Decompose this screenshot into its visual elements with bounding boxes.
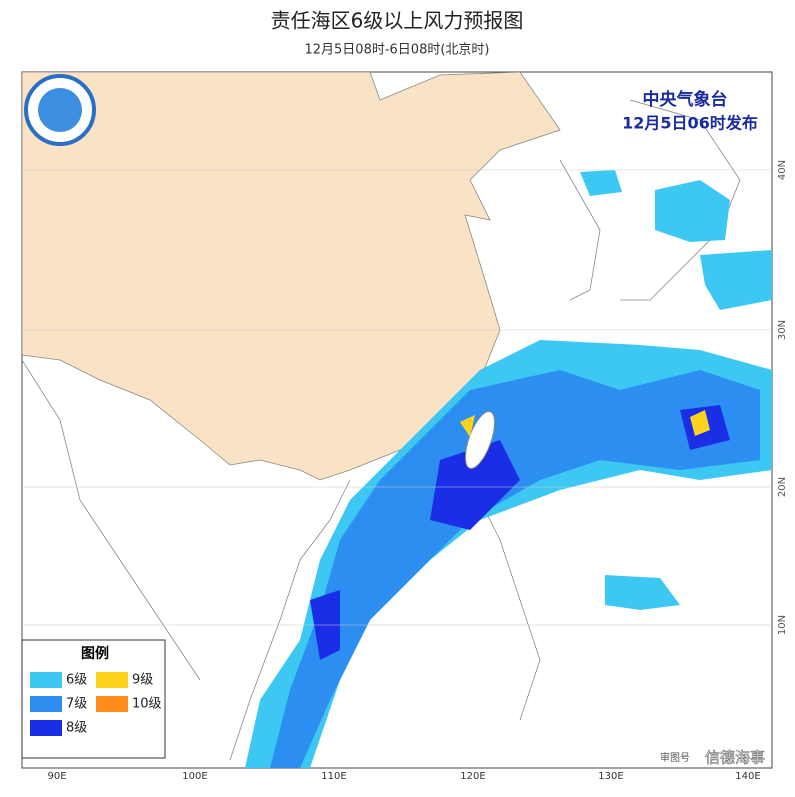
legend-swatch — [96, 672, 128, 688]
logo — [38, 88, 82, 132]
agency: 中央气象台 — [643, 89, 728, 110]
wind-8 — [430, 440, 520, 530]
legend-swatch — [30, 720, 62, 736]
wind-6 — [605, 575, 680, 610]
lat-label: 40N — [777, 160, 788, 180]
lat-label: 10N — [777, 615, 788, 635]
graticule — [22, 169, 772, 626]
wind-7 — [270, 370, 760, 768]
wind-6 — [655, 180, 730, 242]
legend-swatch — [30, 696, 62, 712]
legend-swatch — [30, 672, 62, 688]
lon-label: 130E — [598, 771, 623, 782]
lon-label: 100E — [182, 771, 207, 782]
legend-label: 9级 — [132, 673, 153, 688]
legend-label: 7级 — [66, 697, 87, 712]
wind-6 — [700, 250, 772, 310]
subtitle: 12月5日08时-6日08时(北京时) — [304, 43, 489, 58]
wind-9 — [690, 410, 710, 436]
lat-label: 30N — [777, 320, 788, 340]
credit: 审图号 — [660, 751, 690, 764]
lon-label: 90E — [47, 771, 66, 782]
wind-9 — [460, 415, 475, 437]
legend-label: 6级 — [66, 673, 87, 688]
lon-label: 140E — [735, 771, 760, 782]
wind-6 — [580, 170, 622, 196]
legend-title: 图例 — [81, 645, 109, 662]
title: 责任海区6级以上风力预报图 — [271, 9, 524, 33]
legend-label: 8级 — [66, 721, 87, 736]
lat-label: 20N — [777, 477, 788, 497]
legend-swatch — [96, 696, 128, 712]
watermark: 信德海事 — [705, 749, 765, 767]
lon-label: 120E — [460, 771, 485, 782]
legend-label: 10级 — [132, 697, 162, 712]
issued: 12月5日06时发布 — [622, 114, 758, 133]
lon-label: 110E — [321, 771, 346, 782]
